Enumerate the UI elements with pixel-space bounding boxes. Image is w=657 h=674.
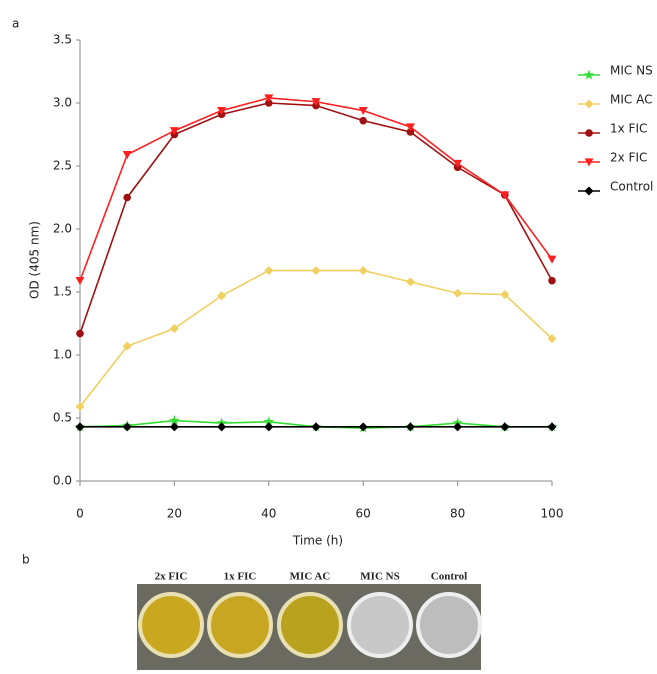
legend-label: Control (610, 180, 653, 194)
y-tick-label: 1.0 (53, 348, 72, 362)
marker (453, 288, 463, 298)
panel-label: a (12, 17, 19, 31)
x-tick-label: 0 (76, 507, 84, 521)
legend-marker (585, 129, 593, 137)
photo (137, 584, 482, 670)
marker (405, 277, 415, 287)
y-tick-label: 0.0 (53, 474, 72, 488)
marker (217, 422, 227, 432)
legend-label: MIC NS (610, 64, 653, 78)
marker (358, 266, 368, 276)
panel-label: b (22, 553, 30, 567)
marker (76, 329, 84, 338)
well (138, 592, 204, 658)
legend-marker (583, 69, 595, 80)
marker (122, 341, 132, 351)
marker (122, 422, 132, 432)
well (277, 592, 343, 658)
marker (75, 422, 85, 432)
marker (263, 416, 275, 427)
photo-label: MIC NS (360, 571, 399, 583)
marker (453, 159, 463, 168)
marker (264, 266, 274, 276)
y-tick-label: 2.5 (53, 159, 72, 173)
marker (359, 116, 368, 125)
y-tick-label: 3.5 (53, 33, 72, 47)
photo-label: 1x FIC (224, 571, 257, 583)
line (79, 102, 553, 334)
legend-label: MIC AC (610, 93, 652, 107)
legend-label: 2x FIC (610, 151, 647, 165)
y-axis-label: OD (405 nm) (28, 221, 42, 299)
x-tick-label: 40 (261, 507, 276, 521)
marker (217, 106, 227, 116)
x-tick-label: 20 (167, 507, 182, 521)
line (79, 97, 553, 281)
marker (264, 422, 274, 432)
legend-marker (584, 158, 594, 167)
marker (265, 99, 273, 107)
line (79, 269, 553, 408)
marker (75, 277, 85, 286)
marker (548, 276, 556, 285)
marker (453, 422, 463, 432)
marker (169, 127, 179, 136)
x-tick-label: 60 (356, 507, 371, 521)
photo-label: MIC AC (290, 571, 331, 583)
marker (406, 128, 415, 136)
x-tick-label: 100 (541, 507, 564, 521)
legend-marker (584, 186, 594, 196)
well (416, 592, 482, 658)
marker (547, 334, 557, 344)
marker (264, 94, 274, 103)
marker (500, 422, 510, 432)
x-axis-label: Time (h) (292, 534, 343, 548)
well (207, 592, 273, 658)
marker (405, 422, 415, 432)
marker (358, 106, 368, 116)
legend-marker (584, 99, 594, 109)
legend-label: 1x FIC (610, 122, 647, 136)
y-tick-label: 1.5 (53, 285, 72, 299)
y-tick-label: 0.5 (53, 411, 72, 425)
marker (547, 255, 557, 264)
marker (311, 266, 321, 276)
marker (122, 151, 132, 160)
marker (547, 422, 557, 432)
photo-label: 2x FIC (155, 571, 188, 583)
marker (358, 422, 368, 432)
marker (311, 98, 321, 107)
marker (75, 402, 85, 412)
marker (311, 422, 321, 432)
marker (500, 191, 510, 200)
photo-label: Control (431, 571, 467, 583)
marker (169, 415, 180, 425)
marker (169, 422, 179, 432)
marker (217, 291, 227, 301)
well (347, 592, 413, 658)
y-tick-label: 3.0 (53, 96, 72, 110)
marker (169, 324, 179, 334)
y-tick-label: 2.0 (53, 222, 72, 236)
marker (500, 290, 510, 300)
x-tick-label: 80 (450, 507, 465, 521)
marker (405, 123, 415, 132)
marker (123, 193, 131, 202)
